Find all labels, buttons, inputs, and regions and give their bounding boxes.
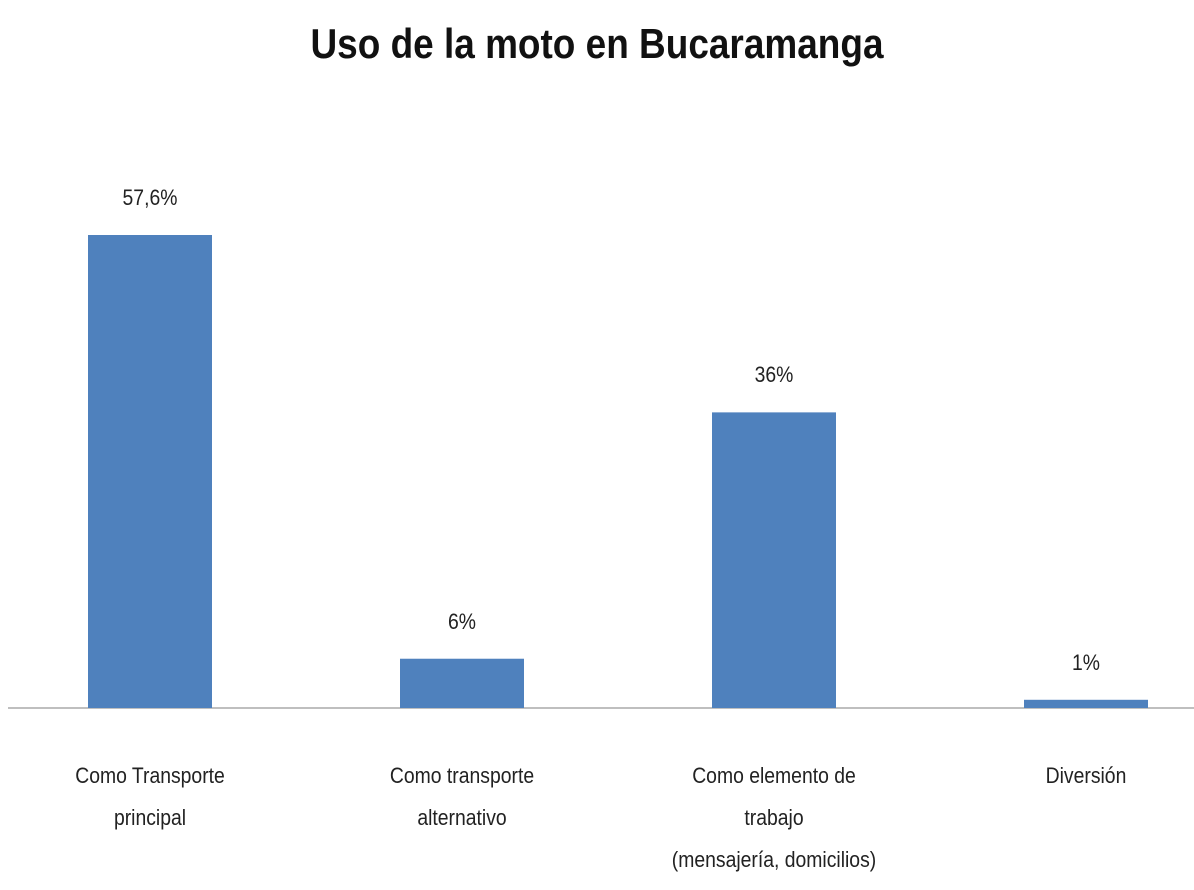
x-tick-label: Como Transporte principal	[75, 763, 225, 830]
bar	[88, 235, 212, 708]
bar	[1024, 699, 1148, 708]
chart-title: Uso de la moto en Bucaramanga	[310, 20, 884, 67]
value-label: 6%	[448, 608, 476, 634]
value-label: 57,6%	[122, 185, 178, 210]
x-tick-label: Como elemento de trabajo (mensajería, do…	[671, 763, 877, 872]
value-label: 1%	[1072, 649, 1100, 675]
bar	[400, 658, 524, 708]
x-tick-label: Diversión	[1045, 763, 1127, 788]
value-label: 36%	[754, 362, 794, 388]
bar	[712, 412, 836, 708]
x-tick-label: Como transporte alternativo	[389, 763, 535, 830]
